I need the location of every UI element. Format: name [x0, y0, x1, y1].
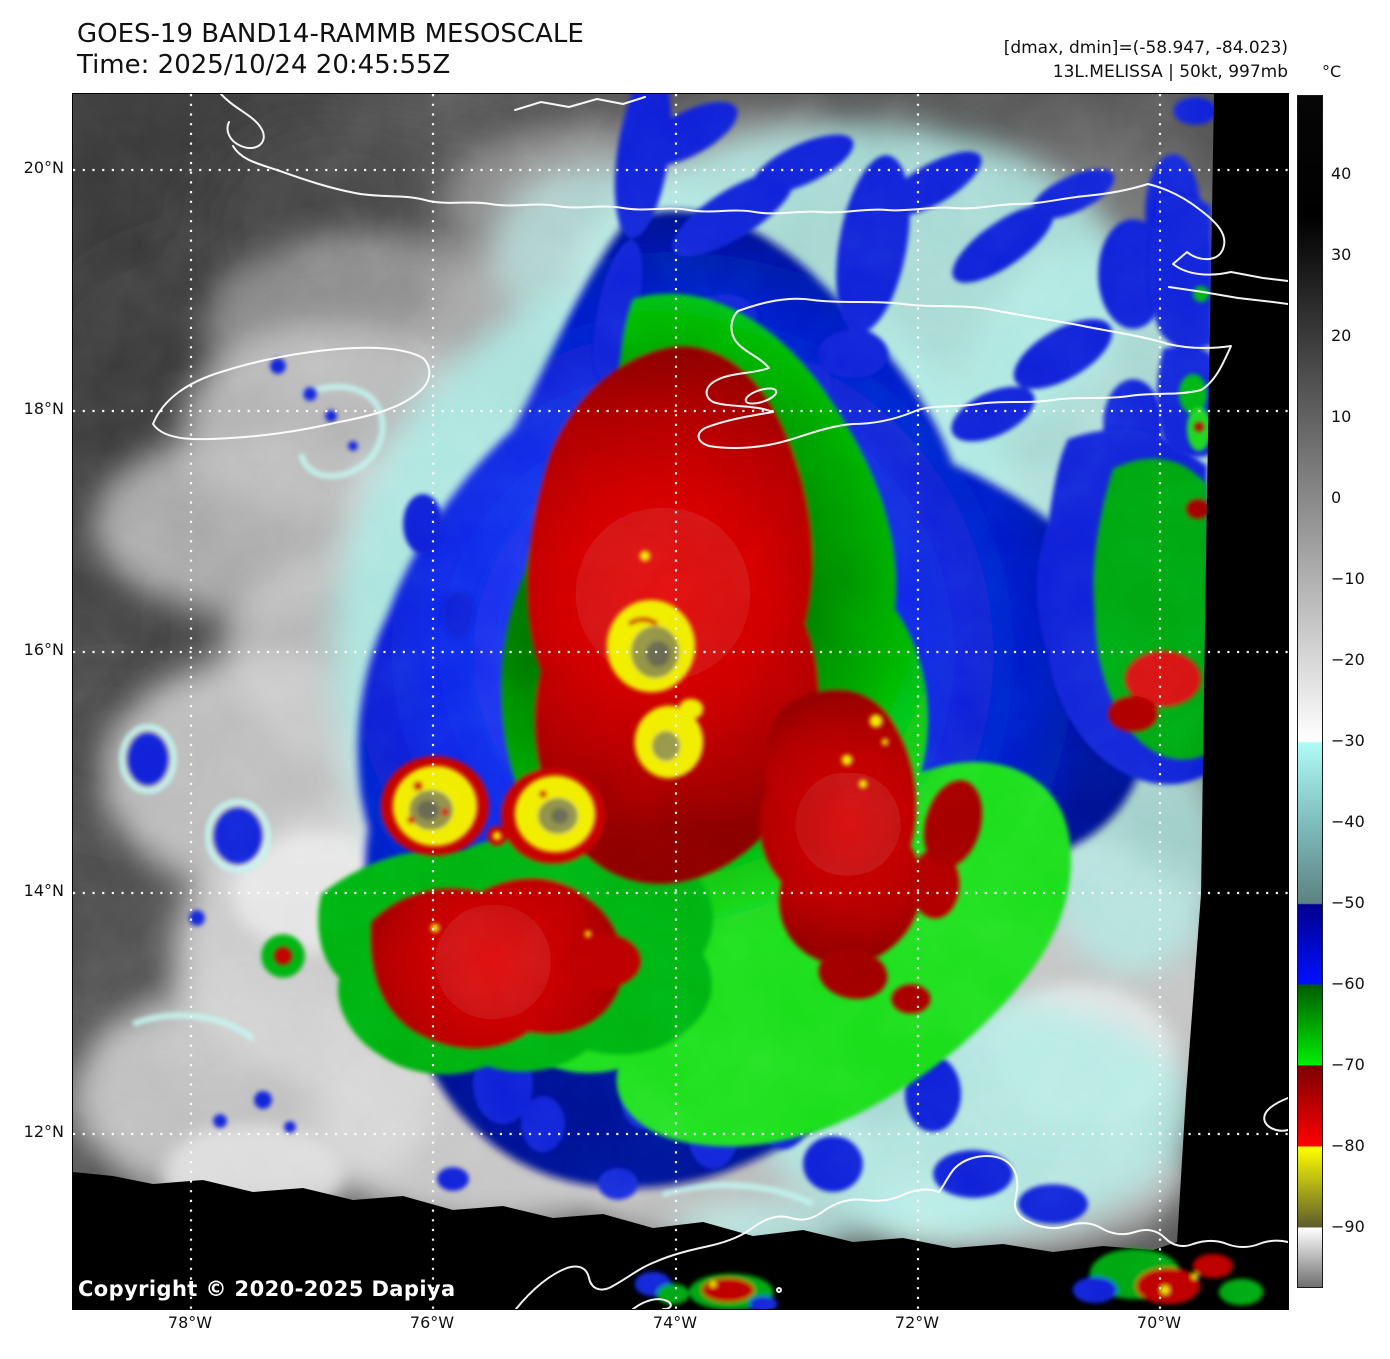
colorbar-tick-label: −80 [1331, 1136, 1365, 1155]
page-title: GOES-19 BAND14-RAMMB MESOSCALE [77, 19, 584, 49]
lon-tick-label: 76°W [409, 1313, 455, 1332]
satellite-image [73, 94, 1288, 1309]
lat-tick-label: 14°N [23, 881, 64, 900]
lat-tick-label: 20°N [23, 158, 64, 177]
lon-tick-label: 72°W [894, 1313, 940, 1332]
colorbar-tick-label: 40 [1331, 164, 1352, 183]
dmax-dmin-label: [dmax, dmin]=(-58.947, -84.023) [1003, 38, 1288, 58]
colorbar-tick-label: −10 [1331, 569, 1365, 588]
colorbar-tick-label: 30 [1331, 245, 1352, 264]
lat-tick-label: 12°N [23, 1122, 64, 1141]
header-info: [dmax, dmin]=(-58.947, -84.023) 13L.MELI… [1004, 36, 1288, 84]
coastline-small-island [776, 1287, 782, 1293]
copyright-label: Copyright © 2020-2025 Dapiya [78, 1277, 456, 1301]
colorbar-tick-label: 0 [1331, 488, 1342, 507]
colorbar-tick-label: −90 [1331, 1217, 1365, 1236]
satellite-map [72, 93, 1289, 1310]
coastline-hispaniola [697, 297, 1232, 449]
coastline-jamaica [152, 346, 431, 441]
coastline-gonave-island [744, 387, 778, 405]
colorbar-tick-label: −70 [1331, 1055, 1365, 1074]
timestamp-label: Time: 2025/10/24 20:45:55Z [77, 50, 451, 80]
colorbar-tick-label: 20 [1331, 326, 1352, 345]
coastline-south-america [515, 1097, 1288, 1309]
coastline-cuba [220, 94, 1288, 305]
storm-status-label: 13L.MELISSA | 50kt, 997mb [1052, 62, 1288, 82]
colorbar-tick-label: −60 [1331, 974, 1365, 993]
lat-tick-label: 18°N [23, 399, 64, 418]
colorbar-unit-label: °C [1322, 62, 1342, 81]
lon-tick-label: 78°W [167, 1313, 213, 1332]
colorbar-tick-label: −30 [1331, 731, 1365, 750]
colorbar-tick-label: 10 [1331, 407, 1352, 426]
colorbar-tick-label: −50 [1331, 893, 1365, 912]
temperature-colorbar [1297, 95, 1323, 1288]
lon-tick-label: 74°W [652, 1313, 698, 1332]
lat-tick-label: 16°N [23, 640, 64, 659]
lon-tick-label: 70°W [1136, 1313, 1182, 1332]
noise-texture-coarse [73, 94, 1288, 1309]
colorbar-tick-label: −20 [1331, 650, 1365, 669]
colorbar-tick-label: −40 [1331, 812, 1365, 831]
coastlines [152, 94, 1288, 1309]
